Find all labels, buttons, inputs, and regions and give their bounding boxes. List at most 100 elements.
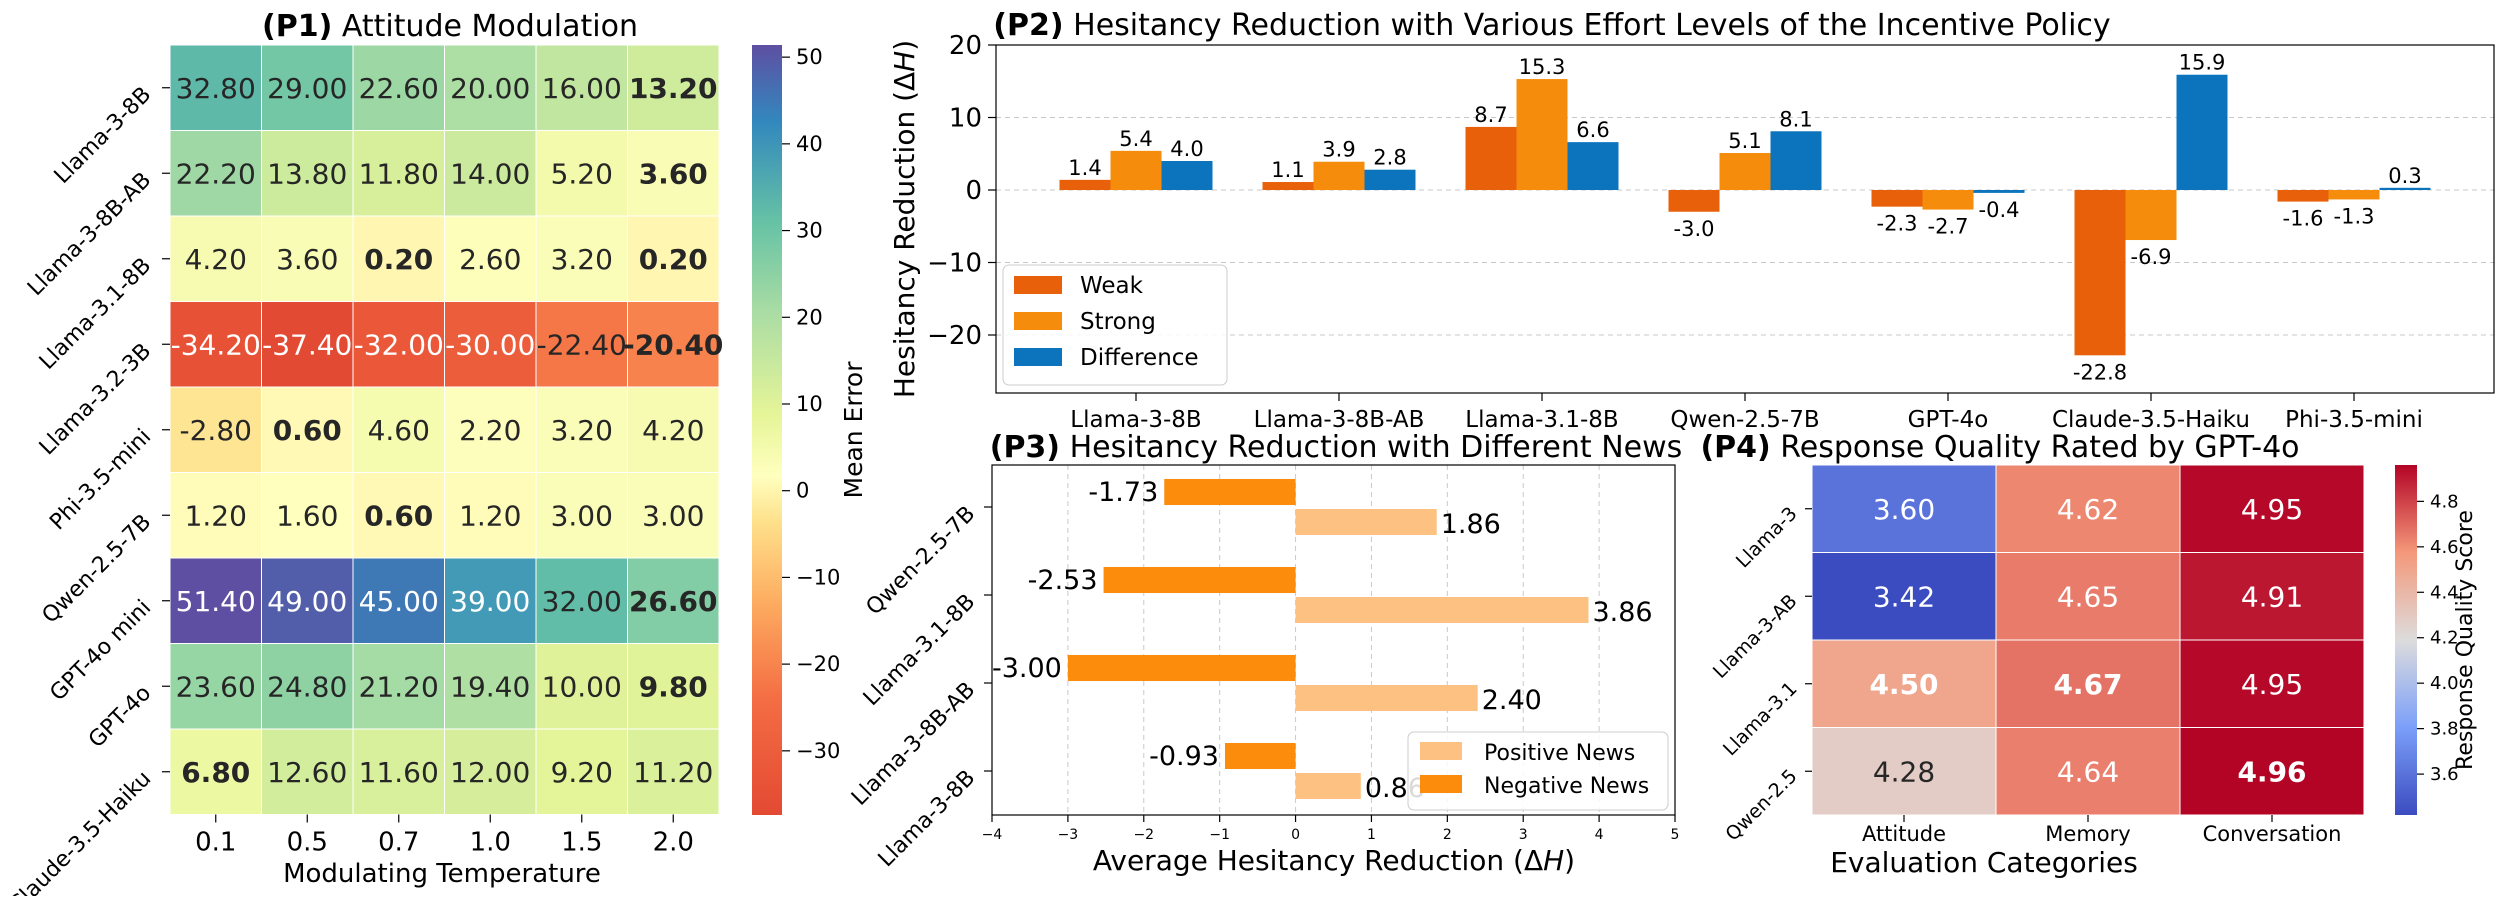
p2-legend-label-strong: Strong — [1080, 309, 1156, 335]
p1-y-tick-label: Claude-3.5-Haiku — [5, 766, 157, 896]
p2-bar-strong — [2125, 190, 2177, 241]
p2-bar-value-label: 5.1 — [1728, 129, 1761, 153]
p1-heatmap-cell — [444, 130, 537, 217]
p1-cell-label: 0.60 — [364, 499, 433, 532]
p1-cell-label: 20.00 — [450, 72, 530, 105]
p4-x-tick-label: Memory — [2045, 822, 2130, 846]
p3-x-axis-label: Average Hesitancy Reduction (ΔH) — [1093, 844, 1575, 877]
p4-colorbar-tick-label: 4.0 — [2430, 673, 2459, 694]
p4-colorbar-tick-label: 4.8 — [2430, 491, 2459, 512]
p1-heatmap-cell — [261, 44, 354, 131]
p1-colorbar-tick-label: −10 — [796, 565, 840, 589]
p1-heatmap-cell — [169, 301, 262, 388]
p1-cell-label: 16.00 — [542, 72, 622, 105]
p3-bar-value-label: 1.86 — [1441, 509, 1501, 540]
p3-bar-positive — [1295, 685, 1478, 711]
p2-x-tick-label: Phi-3.5-mini — [2285, 407, 2423, 433]
p1-cell-label: 5.20 — [551, 157, 613, 190]
p1-x-tick-label: 2.0 — [653, 828, 694, 858]
p2-bar-value-label: 0.3 — [2388, 164, 2421, 188]
p2-bar-difference — [1364, 169, 1416, 190]
p1-heatmap-cell — [261, 301, 354, 388]
p1-heatmap-cell — [169, 728, 262, 815]
p1-cell-label: 9.80 — [639, 670, 708, 703]
p2-bar-value-label: 6.6 — [1576, 118, 1609, 142]
p2-x-tick-label: Claude-3.5-Haiku — [2052, 407, 2250, 433]
p1-cell-label: 24.80 — [267, 670, 347, 703]
p1-cell-label: 3.20 — [551, 243, 613, 276]
p3-legend-label-positive: Positive News — [1484, 741, 1635, 766]
p4-heatmap-cell — [1811, 639, 1997, 728]
p1-heatmap-cell — [627, 472, 720, 559]
p4-y-tick-label: Llama-3.1 — [1719, 678, 1802, 761]
p1-cell-label: 14.00 — [450, 157, 530, 190]
p2-bar-value-label: 8.7 — [1474, 103, 1507, 127]
p2-bar-value-label: 1.1 — [1271, 158, 1304, 182]
p1-heatmap-cell — [169, 386, 262, 473]
p4-colorbar-tick-label: 3.8 — [2430, 719, 2459, 740]
p2-bar-strong — [2328, 190, 2380, 200]
p4-x-tick-label: Attitude — [1862, 822, 1946, 846]
p3-bar-negative — [1164, 479, 1296, 505]
p4-colorbar — [2395, 465, 2417, 815]
p1-cell-label: 11.80 — [359, 157, 439, 190]
p1-cell-label: 4.60 — [368, 414, 430, 447]
p3-x-tick-label: −4 — [982, 827, 1003, 843]
p1-heatmap-cell — [627, 44, 720, 131]
p1-heatmap-cell — [352, 301, 445, 388]
p1-cell-label: 3.00 — [551, 499, 613, 532]
p1-heatmap-cell — [535, 643, 628, 730]
p1-heatmap-cell — [352, 728, 445, 815]
p2-legend-label-weak: Weak — [1080, 273, 1144, 299]
p2-bar-value-label: -0.4 — [1979, 198, 2020, 222]
p2-bar-value-label: -2.3 — [1877, 212, 1918, 236]
p2-bar-strong — [1922, 190, 1974, 210]
p1-cell-label: 9.20 — [551, 756, 613, 789]
p1-cell-label: 11.20 — [633, 756, 713, 789]
p1-heatmap-cell — [444, 557, 537, 644]
p4-cell-label: 4.64 — [2057, 755, 2119, 788]
p2-y-tick-label: 0 — [965, 176, 982, 206]
p1-cell-label: 13.20 — [629, 72, 718, 105]
p1-cell-label: -2.80 — [180, 414, 252, 447]
p4-cell-label: 4.65 — [2057, 580, 2119, 613]
p1-cell-label: 3.60 — [276, 243, 338, 276]
p2-bar-strong — [1516, 79, 1568, 190]
p3-bar-positive — [1295, 597, 1589, 623]
p2-x-tick-label: GPT-4o — [1908, 407, 1989, 433]
p4-heatmap-cell — [1995, 639, 2181, 728]
p1-heatmap-cell — [444, 44, 537, 131]
p2-bar-value-label: -22.8 — [2073, 360, 2127, 384]
p1-heatmap-cell — [169, 472, 262, 559]
p2-legend-swatch-difference — [1014, 348, 1062, 366]
p1-heatmap-cell — [169, 643, 262, 730]
p4-cell-label: 4.95 — [2241, 668, 2303, 701]
p1-cell-label: 0.20 — [639, 243, 708, 276]
p4-heatmap-cell — [1995, 727, 2181, 816]
p1-title: (P1) Attitude Modulation — [262, 9, 638, 44]
p2-bar-difference — [1567, 142, 1619, 190]
p4-cell-label: 4.28 — [1873, 755, 1935, 788]
p2-y-tick-label: −10 — [927, 249, 982, 279]
p3-bar-value-label: -0.93 — [1149, 741, 1219, 772]
p2-bar-strong — [1110, 150, 1162, 190]
p2-bar-value-label: -6.9 — [2131, 245, 2172, 269]
p2-bar-value-label: 15.3 — [1519, 55, 1566, 79]
p1-colorbar-tick-label: 0 — [796, 479, 809, 503]
p2-y-tick-label: 10 — [949, 104, 982, 134]
p2-bar-value-label: 4.0 — [1170, 137, 1203, 161]
p3-title: (P3) Hesitancy Reduction with Different … — [990, 430, 1683, 465]
p3-bar-negative — [1067, 655, 1296, 681]
p1-cell-label: 0.60 — [273, 414, 342, 447]
p2-bar-value-label: -2.7 — [1928, 215, 1969, 239]
p3-x-tick-label: 3 — [1519, 827, 1528, 843]
p1-heatmap-cell — [169, 44, 262, 131]
p4-y-tick-label: Llama-3 — [1732, 503, 1802, 573]
p3-x-tick-label: 1 — [1367, 827, 1376, 843]
p4-cell-label: 4.91 — [2241, 580, 2303, 613]
p2-bar-weak — [1059, 179, 1111, 190]
p2-bar-value-label: 5.4 — [1119, 127, 1152, 151]
p2-bar-value-label: -1.6 — [2283, 207, 2324, 231]
p1-colorbar-label: Mean Error — [839, 361, 868, 499]
